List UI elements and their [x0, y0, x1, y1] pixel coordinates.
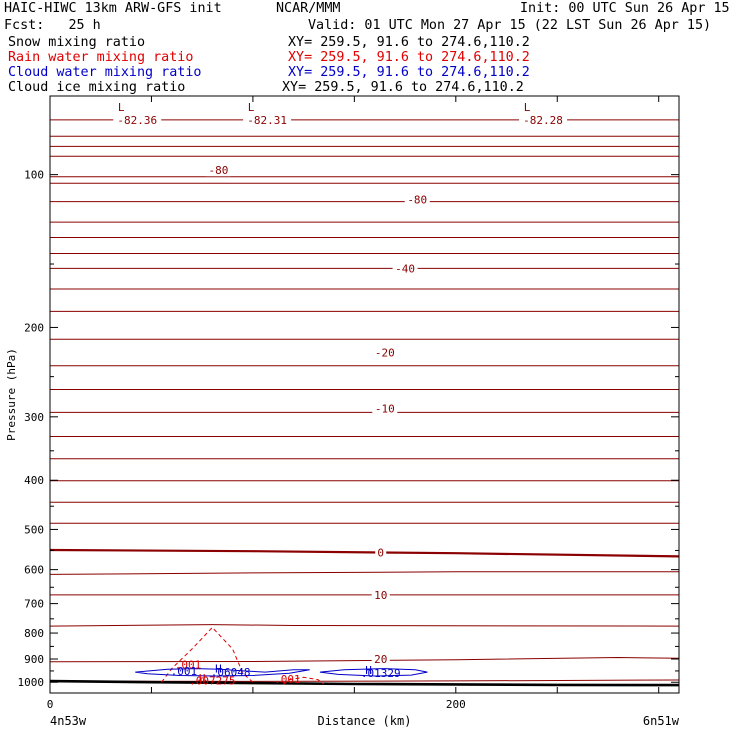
temperature-label-mask — [205, 164, 231, 177]
low-center-mask — [113, 100, 162, 126]
y-tick-label: 200 — [24, 321, 44, 334]
y-tick-label: 500 — [24, 523, 44, 536]
field-xy-cloud-water: XY= 259.5, 91.6 to 274.6,110.2 — [288, 65, 530, 80]
temperature-contour — [49, 571, 679, 575]
rain-water-label: .001 — [274, 673, 301, 686]
field-name-rain: Rain water mixing ratio — [8, 50, 194, 65]
rain-water-label: .001 — [175, 658, 202, 671]
x-axis-label: Distance (km) — [318, 714, 412, 728]
cloud-water-contour — [135, 668, 310, 677]
low-center-marker: L — [248, 101, 255, 114]
temperature-label: -20 — [375, 346, 395, 359]
init-time: Init: 00 UTC Sun 26 Apr 15 — [520, 1, 730, 16]
temperature-label-mask — [371, 588, 390, 601]
temperature-contour — [49, 656, 680, 663]
rain-water-label: H — [199, 672, 206, 685]
y-tick-label: 400 — [24, 474, 44, 487]
temperature-label-mask — [372, 402, 398, 415]
temperature-label-mask — [371, 653, 390, 666]
field-xy-rain: XY= 259.5, 91.6 to 274.6,110.2 — [288, 50, 530, 65]
rain-water-label: .007275 — [189, 674, 235, 687]
temperature-label: 20 — [374, 653, 387, 666]
cloud-water-contour — [319, 668, 428, 677]
y-tick-label: 900 — [24, 653, 44, 666]
forecast-hour: Fcst: 25 h — [4, 18, 101, 33]
low-center-mask — [243, 100, 292, 126]
temperature-label-mask — [375, 546, 387, 559]
temperature-label-mask — [372, 346, 398, 359]
x-tick-label: 0 — [47, 698, 54, 711]
low-center-marker: L — [524, 101, 531, 114]
low-center-value: -82.31 — [247, 114, 287, 127]
model-title: HAIC-HIWC 13km ARW-GFS init — [4, 1, 222, 16]
org-label: NCAR/MMM — [276, 1, 341, 16]
field-name-snow: Snow mixing ratio — [8, 35, 146, 50]
temperature-label: -80 — [407, 194, 427, 207]
y-axis-label: Pressure (hPa) — [5, 348, 18, 441]
temperature-label: -40 — [395, 262, 415, 275]
field-name-cloud-water: Cloud water mixing ratio — [8, 65, 202, 80]
valid-time: Valid: 01 UTC Mon 27 Apr 15 (22 LST Sun … — [308, 18, 712, 33]
cloud-water-label: H — [215, 663, 222, 676]
cloud-water-label: .001 — [171, 665, 198, 678]
low-center-mask — [519, 100, 568, 126]
y-tick-label: 600 — [24, 564, 44, 577]
terrain-line — [49, 679, 680, 687]
y-tick-label: 1000 — [18, 676, 45, 689]
temperature-label: 10 — [374, 589, 387, 602]
temperature-label-mask — [404, 193, 430, 206]
y-tick-label: 800 — [24, 627, 44, 640]
rain-water-contour — [161, 626, 254, 683]
temperature-label: -80 — [208, 164, 228, 177]
temperature-contour — [49, 624, 680, 627]
x-left-location: 4n53w — [50, 714, 87, 728]
low-center-marker: L — [118, 101, 125, 114]
plot-frame — [49, 95, 680, 694]
temperature-contour — [49, 548, 680, 558]
x-right-location: 6n51w — [643, 714, 680, 728]
y-tick-label: 300 — [24, 411, 44, 424]
rain-water-contour — [282, 676, 325, 685]
cloud-water-label: .06048 — [211, 666, 251, 679]
cloud-water-label: .01329 — [361, 667, 401, 680]
field-xy-cloud-ice: XY= 259.5, 91.6 to 274.6,110.2 — [282, 80, 524, 95]
y-tick-label: 700 — [24, 598, 44, 611]
field-xy-snow: XY= 259.5, 91.6 to 274.6,110.2 — [288, 35, 530, 50]
temperature-label: -10 — [375, 403, 395, 416]
field-name-cloud-ice: Cloud ice mixing ratio — [8, 80, 186, 95]
y-tick-label: 100 — [24, 169, 44, 182]
low-center-value: -82.28 — [523, 114, 563, 127]
temperature-label: 0 — [377, 546, 384, 559]
cloud-water-label: H — [365, 664, 372, 677]
low-center-value: -82.36 — [117, 114, 157, 127]
x-tick-label: 200 — [446, 698, 466, 711]
temperature-label-mask — [392, 262, 418, 275]
